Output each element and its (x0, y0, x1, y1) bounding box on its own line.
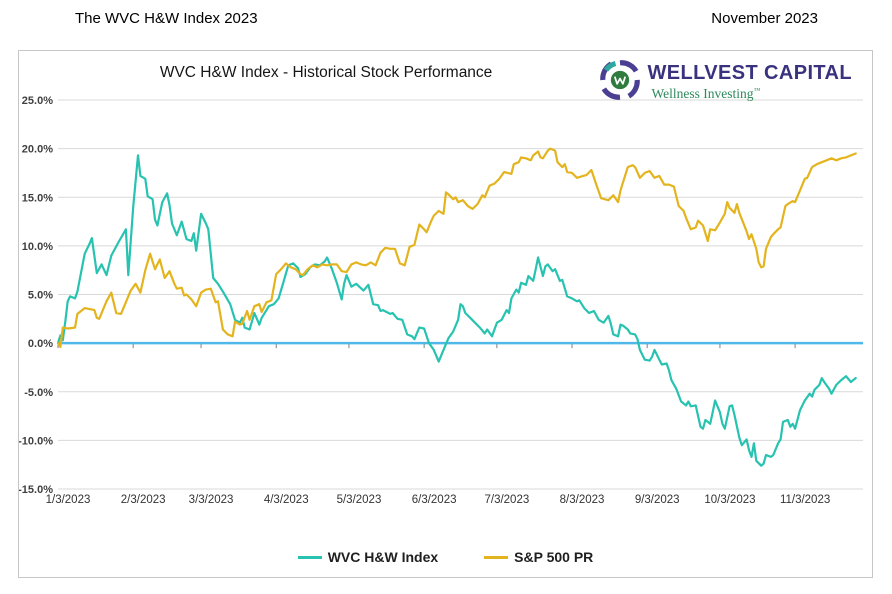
svg-text:15.0%: 15.0% (22, 192, 53, 204)
svg-text:7/3/2023: 7/3/2023 (484, 494, 529, 506)
svg-text:-5.0%: -5.0% (24, 387, 53, 399)
legend-swatch-sp500 (484, 555, 509, 559)
svg-text:2/3/2023: 2/3/2023 (121, 494, 166, 506)
legend-label-wvc-index: WVC H&W Index (327, 549, 439, 565)
wellvest-logo: WELLVEST CAPITAL Wellness Investing™ (599, 59, 852, 106)
svg-text:25.0%: 25.0% (22, 95, 53, 107)
page-title: The WVC H&W Index 2023 (75, 10, 258, 27)
svg-text:-15.0%: -15.0% (19, 484, 53, 496)
page-date: November 2023 (711, 10, 818, 27)
logo-name: WELLVEST CAPITAL (647, 62, 852, 84)
svg-text:11/3/2023: 11/3/2023 (780, 494, 830, 506)
chart-title: WVC H&W Index - Historical Stock Perform… (159, 64, 493, 81)
svg-text:1/3/2023: 1/3/2023 (46, 494, 91, 506)
svg-text:3/3/2023: 3/3/2023 (189, 494, 234, 506)
legend-item-sp500: S&P 500 PR (484, 549, 593, 565)
svg-text:9/3/2023: 9/3/2023 (635, 494, 680, 506)
legend-item-wvc-index: WVC H&W Index (297, 549, 439, 565)
wellvest-logo-icon (599, 59, 641, 106)
svg-text:8/3/2023: 8/3/2023 (560, 494, 605, 506)
legend-label-sp500: S&P 500 PR (514, 549, 594, 565)
svg-text:10/3/2023: 10/3/2023 (704, 494, 755, 506)
svg-text:4/3/2023: 4/3/2023 (264, 494, 309, 506)
chart-card: 25.0% 20.0% 15.0% 10.0% 5.0% 0.0% -5.0% -10.0% -… (18, 50, 873, 578)
svg-text:20.0%: 20.0% (22, 144, 53, 156)
svg-text:6/3/2023: 6/3/2023 (412, 494, 457, 506)
legend-swatch-wvc-index (297, 555, 322, 559)
line-chart: 25.0% 20.0% 15.0% 10.0% 5.0% 0.0% -5.0% -10.0% -… (19, 95, 863, 506)
svg-text:5/3/2023: 5/3/2023 (337, 494, 382, 506)
svg-text:-10.0%: -10.0% (19, 435, 53, 447)
svg-text:10.0%: 10.0% (22, 241, 53, 253)
svg-text:0.0%: 0.0% (28, 338, 53, 350)
svg-text:5.0%: 5.0% (28, 290, 53, 302)
logo-tagline: Wellness Investing™ (651, 86, 761, 101)
chart-legend: WVC H&W Index S&P 500 PR (19, 549, 872, 565)
